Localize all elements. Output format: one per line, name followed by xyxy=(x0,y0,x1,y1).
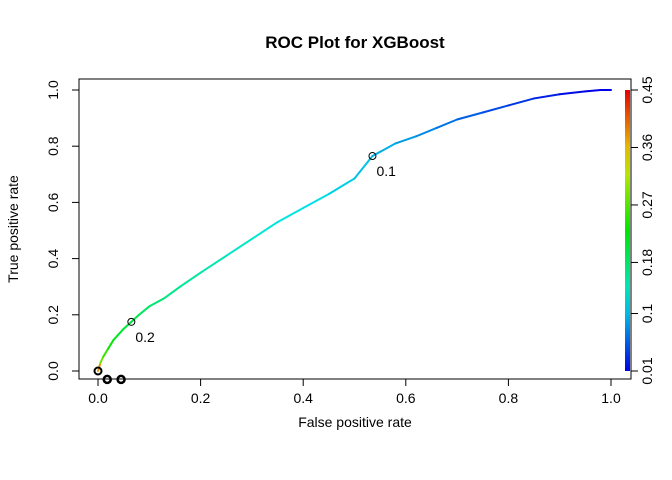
roc-segment xyxy=(415,126,438,138)
roc-segment xyxy=(353,155,374,180)
x-tick-label: 0.4 xyxy=(293,390,313,406)
colorbar-tick-label: 0.01 xyxy=(639,357,655,384)
cutoff-point xyxy=(127,317,136,326)
roc-segment xyxy=(584,89,602,93)
x-tick-label: 0.6 xyxy=(396,390,416,406)
plot-frame xyxy=(78,78,632,380)
roc-segment xyxy=(435,118,459,129)
roc-segment xyxy=(507,97,536,107)
extra-point xyxy=(102,374,112,385)
roc-segment xyxy=(250,221,279,240)
roc-segment xyxy=(138,305,151,316)
roc-segment xyxy=(130,313,141,323)
colorbar-tick-label: 0.27 xyxy=(639,191,655,218)
colorbar-tick-label: 0.45 xyxy=(639,76,655,103)
roc-segment xyxy=(117,327,125,336)
roc-segment xyxy=(456,111,484,121)
chart-title: ROC Plot for XGBoost xyxy=(265,33,445,52)
roc-segment xyxy=(199,254,228,274)
roc-segment xyxy=(148,296,166,308)
y-tick-label: 0.4 xyxy=(45,249,61,269)
x-axis-label: False positive rate xyxy=(298,414,412,430)
extra-point xyxy=(93,366,103,376)
roc-segment xyxy=(225,237,253,257)
cutoff-point xyxy=(368,152,377,161)
cutoff-label: 0.2 xyxy=(135,329,155,345)
roc-segment xyxy=(107,339,115,350)
roc-segment xyxy=(558,90,587,96)
roc-segment xyxy=(112,333,120,342)
y-tick-label: 0.0 xyxy=(45,361,61,381)
roc-segment xyxy=(302,192,330,210)
roc-segment xyxy=(276,207,305,224)
roc-segment xyxy=(102,347,110,358)
roc-segment xyxy=(371,142,397,158)
y-axis: 0.0 0.2 0.4 0.6 0.8 1.0 xyxy=(45,80,80,381)
roc-segment xyxy=(163,285,182,299)
y-tick-label: 0.2 xyxy=(45,305,61,325)
colorbar-tick-label: 0.1 xyxy=(639,304,655,324)
x-tick-label: 0.2 xyxy=(191,390,211,406)
y-tick-label: 0.6 xyxy=(45,192,61,212)
extra-point xyxy=(116,374,126,385)
roc-segment xyxy=(99,355,105,364)
colorbar: 0.01 0.1 0.18 0.27 0.36 0.45 xyxy=(625,76,655,385)
cutoff-label: 0.1 xyxy=(376,163,396,179)
roc-segment xyxy=(533,93,561,100)
colorbar-tick-label: 0.36 xyxy=(639,134,655,161)
y-tick-label: 0.8 xyxy=(45,136,61,156)
roc-curve xyxy=(97,89,612,372)
x-tick-label: 1.0 xyxy=(601,390,621,406)
roc-segment xyxy=(327,177,356,195)
cutoff-points: 0.1 0.2 xyxy=(93,152,396,385)
x-tick-label: 0.8 xyxy=(499,390,519,406)
roc-segment xyxy=(481,104,510,114)
y-axis-label: True positive rate xyxy=(5,175,21,283)
roc-segment xyxy=(179,271,202,288)
x-tick-label: 0.0 xyxy=(88,390,108,406)
roc-segment xyxy=(394,135,418,145)
roc-segment xyxy=(122,320,133,330)
colorbar-tick-label: 0.18 xyxy=(639,249,655,276)
y-tick-label: 1.0 xyxy=(45,80,61,100)
x-axis: 0.0 0.2 0.4 0.6 0.8 1.0 xyxy=(88,378,621,406)
colorbar-gradient xyxy=(625,90,630,371)
